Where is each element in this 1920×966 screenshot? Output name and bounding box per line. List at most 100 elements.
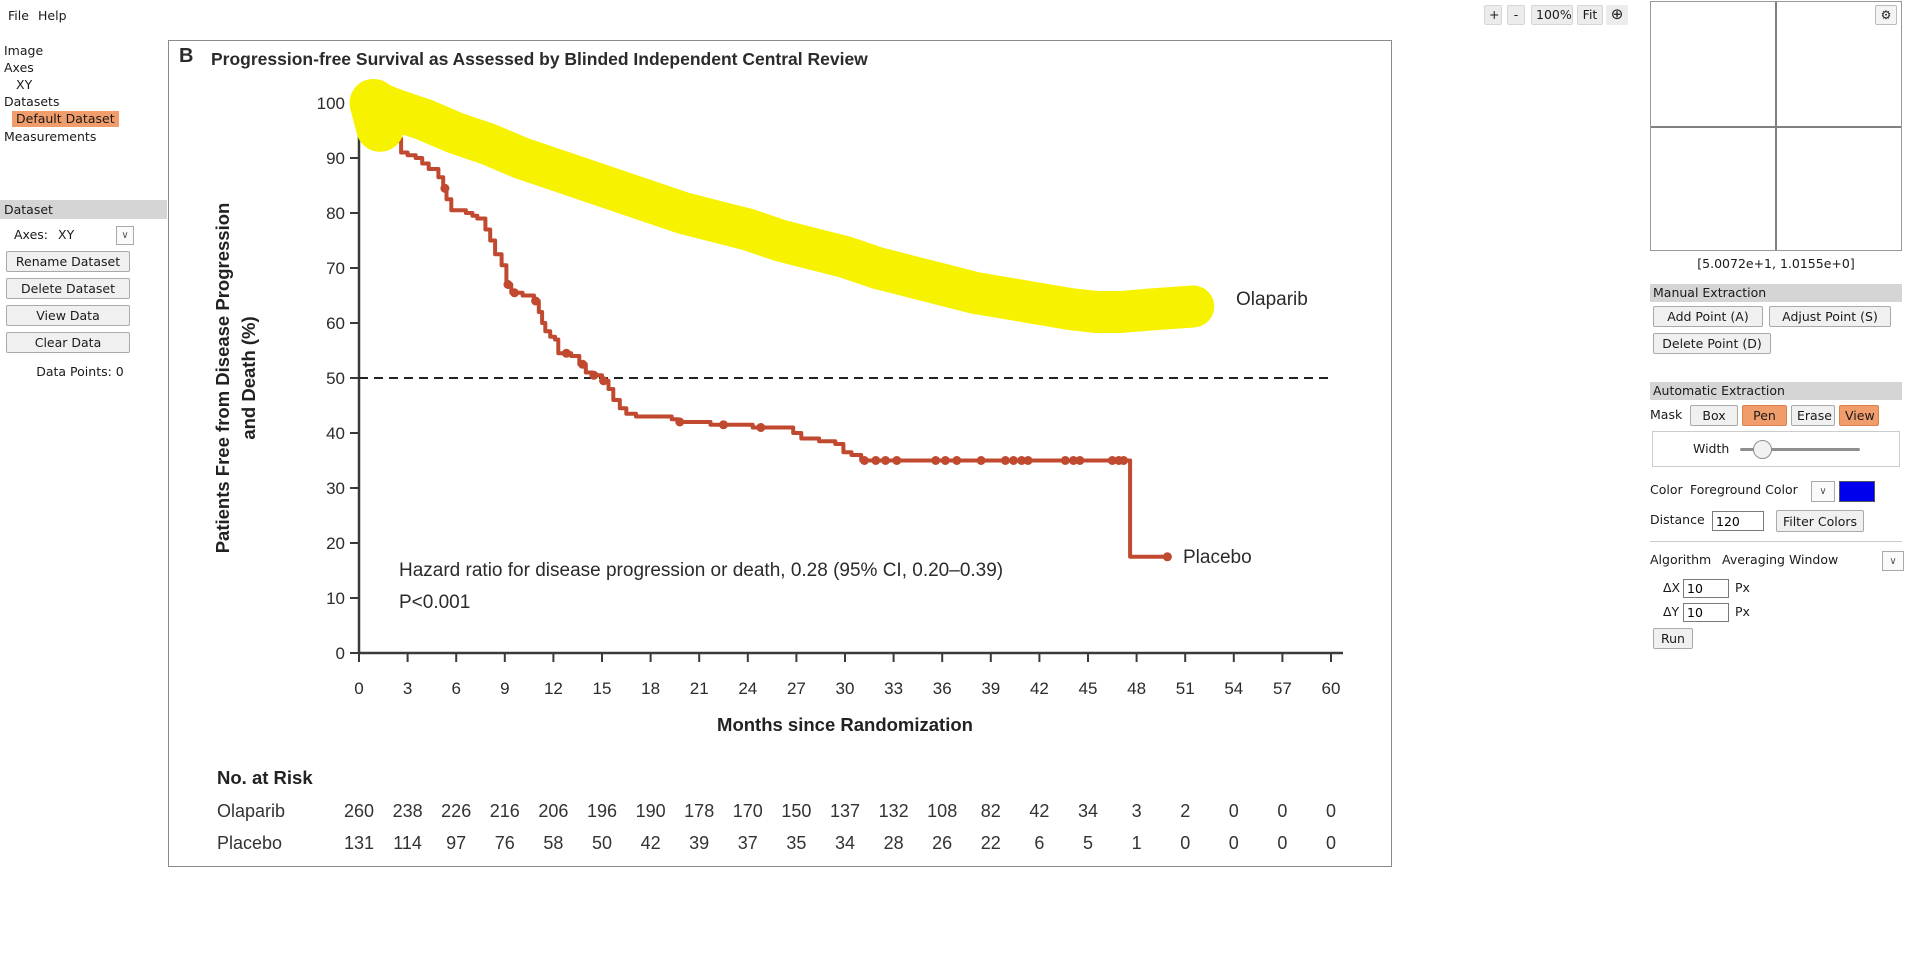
svg-text:150: 150 <box>781 801 811 821</box>
plot-axes <box>357 99 1343 655</box>
mask-label: Mask <box>1650 407 1683 422</box>
svg-text:12: 12 <box>544 679 563 698</box>
sidebar-item-image[interactable]: Image <box>4 43 44 58</box>
cursor-coordinates: [5.0072e+1, 1.0155e+0] <box>1697 256 1855 271</box>
svg-text:37: 37 <box>738 833 758 853</box>
panel-divider <box>1650 541 1902 542</box>
svg-text:33: 33 <box>884 679 903 698</box>
sidebar-item-xy[interactable]: XY <box>16 77 33 92</box>
dataset-panel-header: Dataset <box>0 200 167 219</box>
svg-text:100: 100 <box>317 94 345 113</box>
filter-colors-button[interactable]: Filter Colors <box>1776 510 1864 532</box>
sidebar-item-measurements[interactable]: Measurements <box>4 129 97 144</box>
olaparib-curve-label: Olaparib <box>1236 289 1308 310</box>
svg-text:1: 1 <box>1132 833 1142 853</box>
zoom-level-button[interactable]: 100% <box>1531 5 1573 25</box>
delta-x-label: ΔX <box>1663 580 1681 595</box>
svg-text:34: 34 <box>1078 801 1098 821</box>
run-button[interactable]: Run <box>1653 628 1693 649</box>
image-canvas[interactable]: 0 10 20 30 40 50 60 70 80 90 100 0 3 6 9 12 15 18 21 24 27 30… <box>168 40 1392 867</box>
delta-y-input[interactable] <box>1683 603 1729 622</box>
zoom-out-button[interactable]: - <box>1507 5 1525 25</box>
svg-text:216: 216 <box>490 801 520 821</box>
menu-help[interactable]: Help <box>38 8 67 23</box>
foreground-color-swatch[interactable] <box>1839 481 1875 502</box>
svg-text:22: 22 <box>981 833 1001 853</box>
extraction-panel: ⚙ [5.0072e+1, 1.0155e+0] Manual Extracti… <box>1650 0 1920 966</box>
delete-dataset-button[interactable]: Delete Dataset <box>6 278 130 299</box>
yellow-pen-mask[interactable] <box>349 79 1215 333</box>
svg-text:114: 114 <box>393 833 422 853</box>
axes-value: XY <box>58 227 75 242</box>
mask-erase-button[interactable]: Erase <box>1791 405 1835 426</box>
magnifier-crosshair-horizontal <box>1651 126 1901 128</box>
mask-box-button[interactable]: Box <box>1690 405 1738 426</box>
color-mode-value: Foreground Color <box>1690 482 1798 497</box>
clear-data-button[interactable]: Clear Data <box>6 332 130 353</box>
svg-text:45: 45 <box>1079 679 1098 698</box>
hazard-ratio-annotation: Hazard ratio for disease progression or … <box>399 560 1004 581</box>
svg-text:0: 0 <box>1277 833 1287 853</box>
svg-text:226: 226 <box>441 801 471 821</box>
sidebar-item-datasets[interactable]: Datasets <box>4 94 60 109</box>
panel-b-label: B <box>179 45 194 67</box>
view-data-button[interactable]: View Data <box>6 305 130 326</box>
delta-y-label: ΔY <box>1663 604 1680 619</box>
svg-text:0: 0 <box>1326 801 1336 821</box>
svg-text:34: 34 <box>835 833 855 853</box>
svg-text:97: 97 <box>446 833 466 853</box>
svg-text:51: 51 <box>1176 679 1195 698</box>
axes-dropdown[interactable]: ∨ <box>116 226 134 245</box>
svg-text:60: 60 <box>1322 679 1341 698</box>
svg-text:76: 76 <box>495 833 515 853</box>
svg-text:39: 39 <box>689 833 709 853</box>
svg-text:90: 90 <box>326 149 345 168</box>
color-mode-dropdown[interactable]: ∨ <box>1811 481 1835 502</box>
rename-dataset-button[interactable]: Rename Dataset <box>6 251 130 272</box>
delta-x-input[interactable] <box>1683 579 1729 598</box>
svg-text:40: 40 <box>326 424 345 443</box>
p-value-annotation: P<0.001 <box>399 592 471 613</box>
svg-text:58: 58 <box>543 833 563 853</box>
svg-text:0: 0 <box>1277 801 1287 821</box>
svg-text:26: 26 <box>932 833 952 853</box>
add-point-button[interactable]: Add Point (A) <box>1653 306 1763 327</box>
svg-text:48: 48 <box>1127 679 1146 698</box>
delta-y-unit: Px <box>1735 604 1750 619</box>
svg-text:0: 0 <box>1229 801 1239 821</box>
svg-text:28: 28 <box>884 833 904 853</box>
algorithm-dropdown[interactable]: ∨ <box>1882 551 1904 571</box>
sidebar-item-axes[interactable]: Axes <box>4 60 34 75</box>
svg-text:No. at Risk: No. at Risk <box>217 767 313 788</box>
mask-view-button[interactable]: View <box>1839 405 1879 426</box>
automatic-extraction-header: Automatic Extraction <box>1650 382 1902 400</box>
svg-text:50: 50 <box>326 369 345 388</box>
svg-text:70: 70 <box>326 259 345 278</box>
zoom-in-button[interactable]: + <box>1484 5 1502 25</box>
width-slider-thumb[interactable] <box>1753 440 1772 459</box>
distance-input[interactable] <box>1712 511 1764 531</box>
sidebar-item-default-dataset[interactable]: Default Dataset <box>12 111 119 127</box>
placebo-km-curve <box>396 136 1168 559</box>
svg-text:178: 178 <box>684 801 714 821</box>
svg-text:30: 30 <box>836 679 855 698</box>
svg-text:206: 206 <box>538 801 568 821</box>
width-slider-track[interactable] <box>1740 448 1860 451</box>
pan-crosshair-icon[interactable]: ⊕ <box>1606 5 1628 25</box>
svg-text:5: 5 <box>1083 833 1093 853</box>
svg-text:36: 36 <box>933 679 952 698</box>
menu-file[interactable]: File <box>8 8 29 23</box>
svg-text:42: 42 <box>641 833 661 853</box>
delete-point-button[interactable]: Delete Point (D) <box>1653 333 1771 354</box>
svg-text:3: 3 <box>403 679 412 698</box>
svg-text:27: 27 <box>787 679 806 698</box>
distance-label: Distance <box>1650 512 1705 527</box>
magnifier-settings-gear-icon[interactable]: ⚙ <box>1875 5 1897 25</box>
svg-text:21: 21 <box>690 679 709 698</box>
fit-button[interactable]: Fit <box>1577 5 1603 25</box>
y-axis-title-line2: and Death (%) <box>238 316 259 439</box>
adjust-point-button[interactable]: Adjust Point (S) <box>1769 306 1891 327</box>
axes-label: Axes: <box>14 227 48 242</box>
mask-pen-button[interactable]: Pen <box>1742 405 1787 426</box>
